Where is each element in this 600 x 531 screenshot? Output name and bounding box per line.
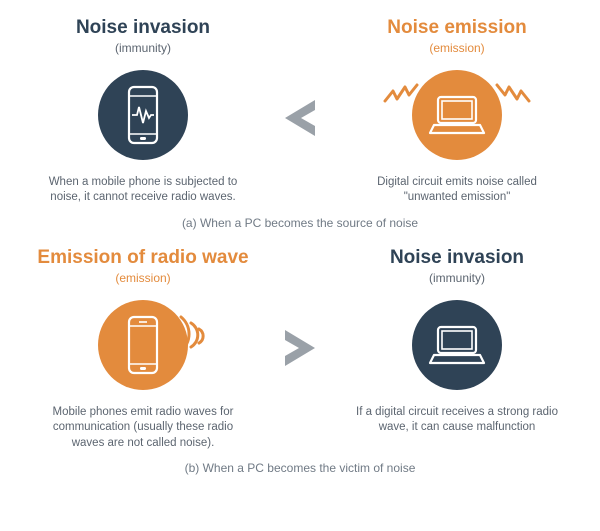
title: Emission of radio wave [37,248,248,269]
title: Noise invasion [76,18,210,39]
jagged-left-icon [383,81,419,111]
icon-wrap [83,295,203,395]
icon-wrap [397,295,517,395]
description: Mobile phones emit radio waves for commu… [38,405,248,452]
subtitle: (immunity) [115,41,171,55]
caption-b: (b) When a PC becomes the victim of nois… [28,461,572,475]
circle [412,300,502,390]
circle [412,70,502,160]
arrow-left [275,18,325,140]
panel-noise-invasion-a: Noise invasion (immunity) When a mobile … [28,18,258,206]
panel-emission-radio-b: Emission of radio wave (emission) Mobi [28,248,258,451]
laptop-icon [428,93,486,137]
radio-waves-icon [177,307,221,363]
panel-noise-emission-a: Noise emission (emission) Digital circui… [342,18,572,206]
circle [98,300,188,390]
subtitle: (emission) [115,271,170,285]
title: Noise invasion [390,248,524,269]
chevron-left-icon [281,96,319,140]
subtitle: (immunity) [429,271,485,285]
icon-wrap [83,65,203,165]
title: Noise emission [387,18,526,39]
arrow-right [275,248,325,370]
phone-icon [123,315,163,375]
description: If a digital circuit receives a strong r… [352,405,562,436]
phone-pulse-icon [123,85,163,145]
laptop-icon [428,323,486,367]
chevron-right-icon [281,326,319,370]
description: When a mobile phone is subjected to nois… [38,175,248,206]
jagged-right-icon [495,81,531,111]
caption-a: (a) When a PC becomes the source of nois… [28,216,572,230]
subtitle: (emission) [429,41,484,55]
circle [98,70,188,160]
description: Digital circuit emits noise called "unwa… [352,175,562,206]
icon-wrap [397,65,517,165]
panel-noise-invasion-b: Noise invasion (immunity) If a digital c… [342,248,572,436]
row-b: Emission of radio wave (emission) Mobi [28,248,572,451]
row-a: Noise invasion (immunity) When a mobile … [28,18,572,206]
